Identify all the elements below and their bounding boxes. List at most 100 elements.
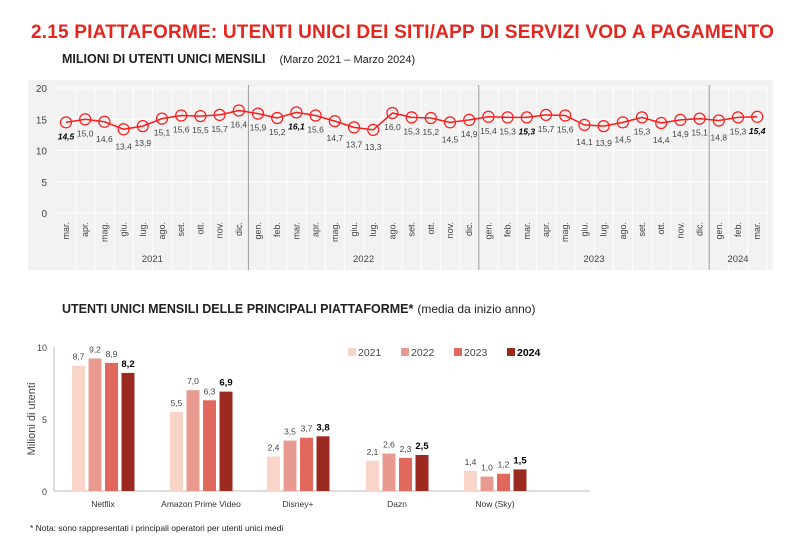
bar bbox=[366, 460, 379, 491]
bar bbox=[186, 390, 200, 491]
category-label: Disney+ bbox=[283, 499, 314, 509]
data-label: 15,3 bbox=[519, 126, 536, 136]
bar-chart-title: UTENTI UNICI MENSILI DELLE PRINCIPALI PI… bbox=[62, 302, 536, 316]
category-label: Netflix bbox=[91, 499, 115, 509]
data-point bbox=[751, 110, 764, 123]
data-point bbox=[271, 111, 284, 125]
x-tick-label: lug. bbox=[138, 222, 148, 237]
bar-label: 1,2 bbox=[498, 460, 510, 470]
x-tick-label: set. bbox=[637, 222, 647, 237]
data-point bbox=[712, 114, 725, 127]
data-label: 13,9 bbox=[135, 138, 152, 148]
data-point bbox=[520, 111, 533, 124]
x-tick-label: nov. bbox=[215, 222, 225, 238]
bar bbox=[497, 473, 510, 491]
bar-label: 6,9 bbox=[219, 378, 232, 389]
x-tick-label: mar. bbox=[61, 222, 71, 240]
legend-swatch bbox=[454, 348, 462, 356]
page-title: 2.15 PIATTAFORME: UTENTI UNICI DEI SITI/… bbox=[31, 22, 775, 43]
category-label: Amazon Prime Video bbox=[161, 499, 241, 509]
line-series bbox=[65, 109, 758, 131]
x-tick-label: gen. bbox=[714, 222, 724, 240]
line-chart-title: MILIONI DI UTENTI UNICI MENSILI (Marzo 20… bbox=[62, 52, 416, 66]
bar bbox=[513, 469, 527, 491]
y-tick-label: 5 bbox=[42, 415, 47, 425]
category-label: Now (Sky) bbox=[475, 499, 514, 509]
data-label: 15,7 bbox=[538, 124, 555, 134]
x-tick-label: ott. bbox=[426, 222, 436, 235]
data-label: 15,3 bbox=[499, 126, 516, 136]
bar bbox=[283, 440, 297, 491]
legend-label: 2024 bbox=[517, 347, 541, 359]
data-label: 15,2 bbox=[423, 127, 440, 137]
x-tick-label: giu. bbox=[579, 222, 589, 237]
x-tick-label: mar. bbox=[752, 222, 762, 240]
data-point bbox=[597, 120, 610, 133]
bar-label: 1,4 bbox=[465, 457, 477, 467]
bar-label: 3,5 bbox=[284, 427, 296, 437]
line-chart-background bbox=[28, 80, 773, 270]
data-label: 15,3 bbox=[730, 126, 747, 136]
data-label: 15,5 bbox=[192, 125, 209, 135]
data-label: 14,9 bbox=[461, 129, 478, 139]
data-point bbox=[424, 111, 437, 125]
data-point bbox=[559, 109, 572, 122]
data-point bbox=[539, 108, 553, 121]
bar-label: 2,4 bbox=[268, 442, 280, 452]
y-tick-label: 5 bbox=[41, 178, 47, 189]
data-label: 15,9 bbox=[250, 123, 267, 133]
data-label: 14,8 bbox=[711, 133, 728, 143]
legend-label: 2022 bbox=[411, 347, 435, 359]
data-point bbox=[251, 107, 265, 120]
y-tick-label: 0 bbox=[42, 487, 47, 497]
x-tick-label: set. bbox=[176, 222, 186, 237]
x-tick-label: apr. bbox=[541, 222, 551, 237]
bar-label: 8,2 bbox=[121, 359, 134, 370]
x-tick-label: set. bbox=[407, 222, 417, 237]
data-point bbox=[309, 109, 322, 122]
x-tick-label: gen. bbox=[483, 222, 493, 240]
x-tick-label: gen. bbox=[253, 222, 263, 240]
bar bbox=[219, 391, 233, 491]
data-point bbox=[501, 111, 514, 124]
y-tick-label: 10 bbox=[36, 147, 48, 158]
x-tick-label: giu. bbox=[119, 222, 129, 237]
data-point bbox=[405, 111, 418, 124]
data-point bbox=[463, 113, 476, 126]
bar-label: 2,3 bbox=[400, 444, 412, 454]
data-point bbox=[290, 106, 303, 119]
data-label: 16,0 bbox=[384, 122, 401, 132]
bar bbox=[415, 455, 429, 491]
bar-label: 2,5 bbox=[415, 441, 429, 452]
x-tick-label: nov. bbox=[675, 222, 685, 238]
year-label: 2023 bbox=[583, 254, 604, 265]
data-label: 15,6 bbox=[557, 125, 574, 135]
bar-label: 8,7 bbox=[73, 352, 85, 362]
data-point bbox=[655, 116, 668, 130]
bar bbox=[88, 358, 102, 491]
bar bbox=[121, 372, 135, 491]
data-point bbox=[59, 116, 73, 129]
data-label: 13,7 bbox=[346, 139, 363, 149]
data-label: 13,3 bbox=[365, 142, 382, 152]
data-point bbox=[79, 113, 92, 126]
data-label: 15,1 bbox=[154, 128, 171, 138]
bar-label: 7,0 bbox=[187, 376, 199, 386]
x-tick-label: dic. bbox=[695, 222, 705, 236]
bar-label: 6,3 bbox=[204, 386, 216, 396]
data-point bbox=[635, 111, 649, 124]
x-tick-label: feb. bbox=[503, 222, 513, 237]
bar bbox=[399, 457, 412, 491]
legend-label: 2023 bbox=[464, 347, 488, 359]
bar bbox=[480, 476, 494, 491]
data-point bbox=[328, 115, 341, 128]
data-point bbox=[194, 110, 207, 123]
data-label: 15,3 bbox=[634, 126, 651, 136]
data-label: 16,4 bbox=[231, 120, 248, 130]
bar bbox=[382, 453, 396, 491]
data-label: 14,7 bbox=[327, 133, 344, 143]
data-label: 15,3 bbox=[403, 126, 420, 136]
year-label: 2022 bbox=[353, 254, 374, 265]
x-tick-label: apr. bbox=[80, 222, 90, 237]
year-label: 2021 bbox=[142, 254, 163, 265]
